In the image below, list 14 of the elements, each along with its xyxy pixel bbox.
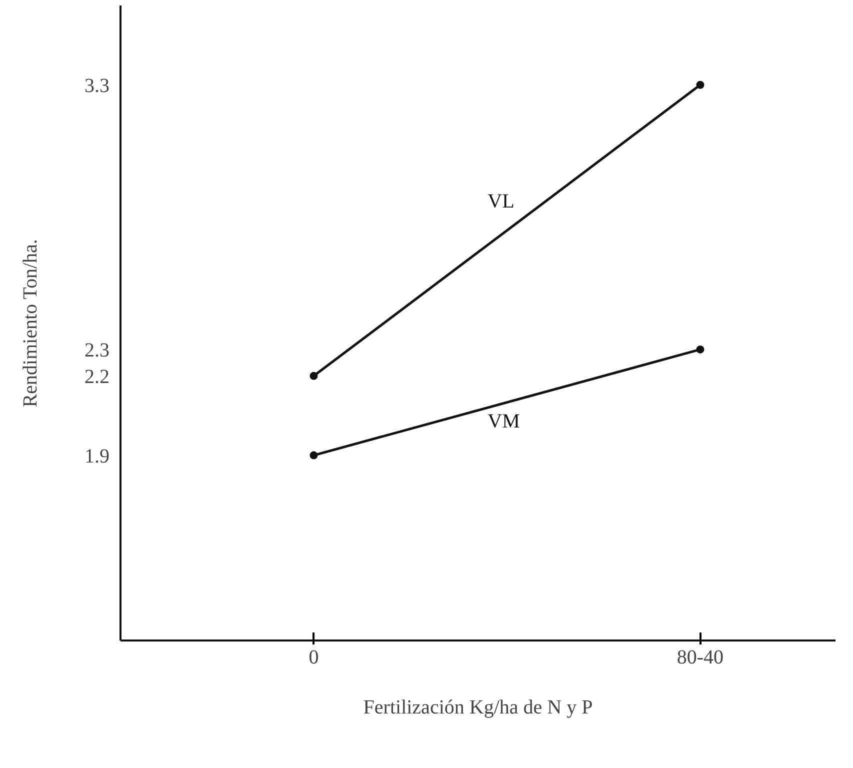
- x-tick-label: 80-40: [676, 646, 724, 668]
- y-tick-label: 2.3: [84, 339, 110, 362]
- y-axis-title: Rendimiento Ton/ha.: [20, 239, 42, 408]
- point: [696, 80, 704, 89]
- y-tick-label: 1.9: [84, 445, 110, 468]
- y-tick-label: 3.3: [84, 74, 110, 97]
- x-axis-title: Fertilización Kg/ha de N y P: [363, 696, 593, 718]
- point: [696, 345, 704, 354]
- y-tick-label: 2.2: [84, 366, 110, 388]
- series-label: VL: [488, 190, 514, 212]
- x-tick-label: 0: [308, 646, 319, 668]
- point: [310, 372, 318, 380]
- point: [310, 451, 318, 460]
- series-label: VM: [488, 410, 520, 432]
